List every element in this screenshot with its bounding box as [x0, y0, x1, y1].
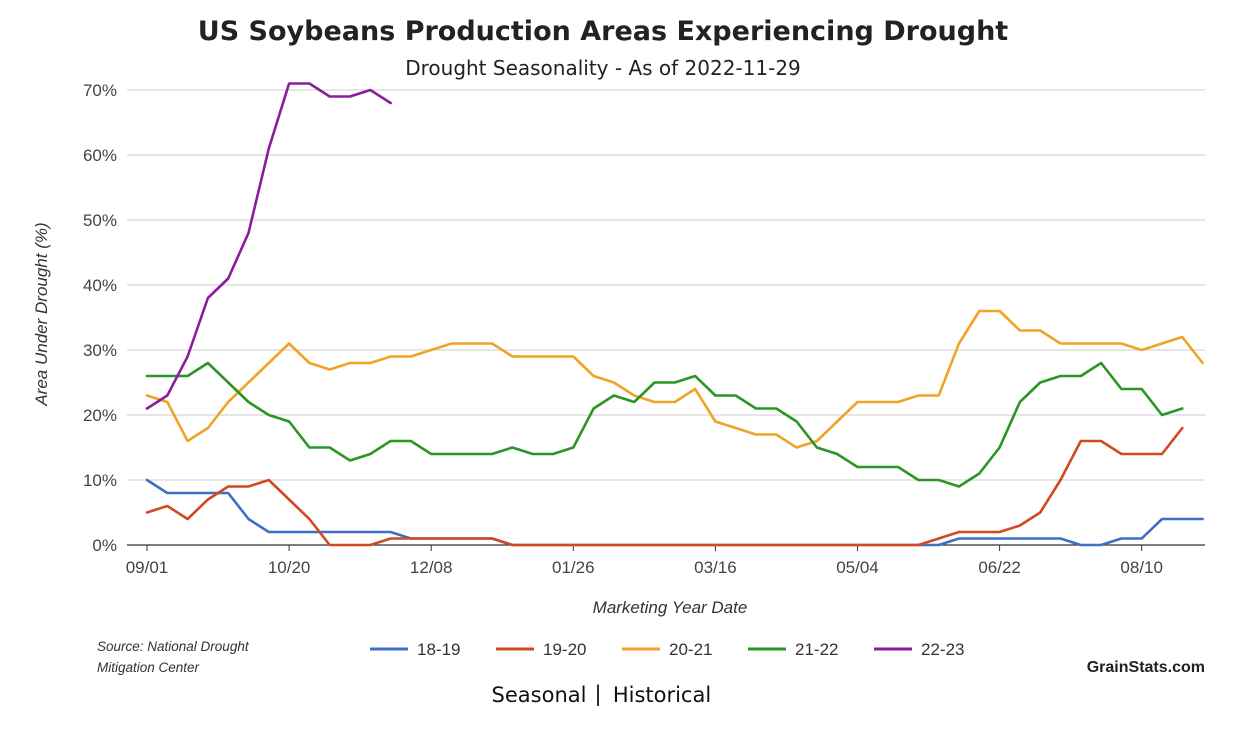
- x-tick-label: 09/01: [126, 558, 169, 577]
- seasonal-link[interactable]: Seasonal: [492, 683, 587, 707]
- y-tick-label: 30%: [83, 341, 117, 360]
- y-tick-label: 70%: [83, 81, 117, 100]
- y-tick-label: 50%: [83, 211, 117, 230]
- x-tick-label: 08/10: [1120, 558, 1163, 577]
- y-axis-label: Area Under Drought (%): [32, 222, 51, 406]
- x-tick-label: 06/22: [978, 558, 1021, 577]
- y-tick-label: 20%: [83, 406, 117, 425]
- chart-title: US Soybeans Production Areas Experiencin…: [198, 16, 1009, 47]
- y-tick-label: 10%: [83, 471, 117, 490]
- x-axis-label: Marketing Year Date: [593, 598, 748, 617]
- legend-label-19-20: 19-20: [543, 640, 586, 659]
- series-line-19-20: [145, 426, 1184, 547]
- series-line-22-23: [145, 82, 392, 410]
- series-line-18-19: [145, 478, 1204, 547]
- y-tick-label: 60%: [83, 146, 117, 165]
- y-axis-ticks: 0% 10% 20% 30% 40% 50% 60% 70%: [83, 81, 117, 555]
- legend: 18-19 19-20 20-21 21-22 22-23: [370, 640, 964, 659]
- gridlines: [127, 89, 1205, 481]
- chart-subtitle: Drought Seasonality - As of 2022-11-29: [405, 56, 801, 80]
- y-tick-label: 40%: [83, 276, 117, 295]
- nav-separator: |: [594, 682, 601, 707]
- legend-label-21-22: 21-22: [795, 640, 838, 659]
- source-line-1: Source: National Drought: [97, 639, 250, 654]
- series-lines: [145, 82, 1204, 547]
- historical-link[interactable]: Historical: [613, 683, 711, 707]
- y-tick-label: 0%: [92, 536, 117, 555]
- source-line-2: Mitigation Center: [97, 660, 200, 675]
- legend-label-20-21: 20-21: [669, 640, 712, 659]
- x-tick-label: 01/26: [552, 558, 595, 577]
- x-tick-label: 03/16: [694, 558, 737, 577]
- x-tick-label: 10/20: [268, 558, 311, 577]
- x-tick-label: 05/04: [836, 558, 879, 577]
- legend-label-18-19: 18-19: [417, 640, 460, 659]
- x-tick-label: 12/08: [410, 558, 453, 577]
- legend-label-22-23: 22-23: [921, 640, 964, 659]
- series-line-21-22: [145, 361, 1184, 488]
- series-line-20-21: [145, 309, 1204, 449]
- x-axis-ticks: 09/01 10/20 12/08 01/26 03/16 05/04 06/22 08/10: [126, 545, 1163, 577]
- brand-label: GrainStats.com: [1087, 659, 1205, 676]
